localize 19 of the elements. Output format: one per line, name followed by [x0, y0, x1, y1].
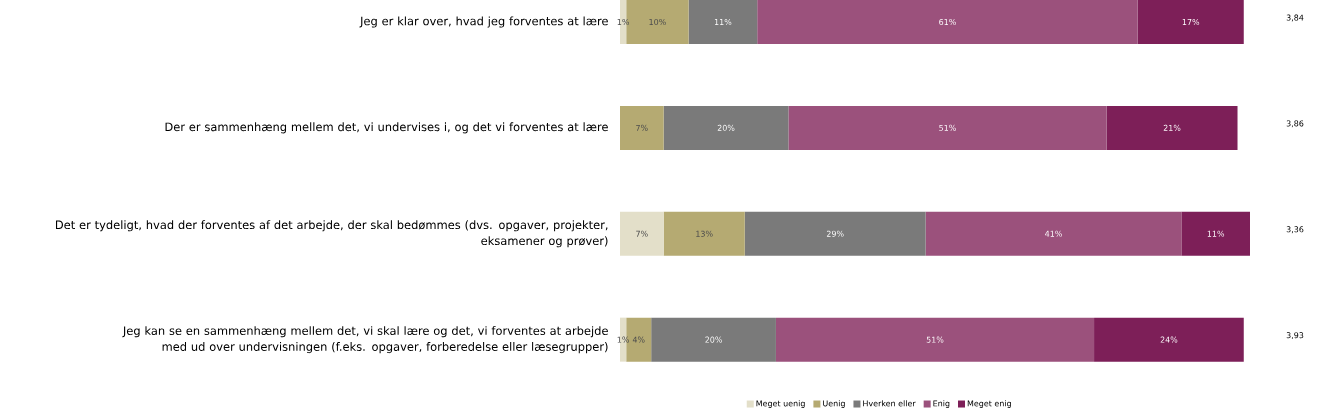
- bar: [757, 0, 1138, 45]
- y-tick-label: Jeg kan se en sammenhæng mellem det, vi skal lære og det, vi forventes at arbejde med ud over undervisningen (f.eks. opgaver, forberedelse eller læsegrupper): [122, 326, 608, 354]
- bar: [1106, 105, 1238, 150]
- y-tick-label: Der er sammenhæng mellem det, vi undervises i, og det vi forventes at lære: [165, 122, 608, 134]
- y-tick-label: Det er tydeligt, hvad der forventes af det arbejde, der skal bedømmes (dvs. opgaver, projekter, eksamener og prøver): [55, 220, 608, 248]
- bar: [775, 317, 1095, 362]
- bar: [663, 211, 745, 256]
- bar: [1094, 317, 1244, 362]
- bar: [688, 0, 758, 45]
- bar: [744, 211, 926, 256]
- bar: [620, 211, 664, 256]
- y-tick-label: Jeg er klar over, hvad jeg forventes at lære: [359, 16, 608, 28]
- bar: [1181, 211, 1250, 256]
- bar: [1137, 0, 1244, 45]
- bar: [620, 105, 664, 150]
- bar: [925, 211, 1182, 256]
- bar: [788, 105, 1107, 150]
- bar: [663, 105, 789, 150]
- bar: [651, 317, 776, 362]
